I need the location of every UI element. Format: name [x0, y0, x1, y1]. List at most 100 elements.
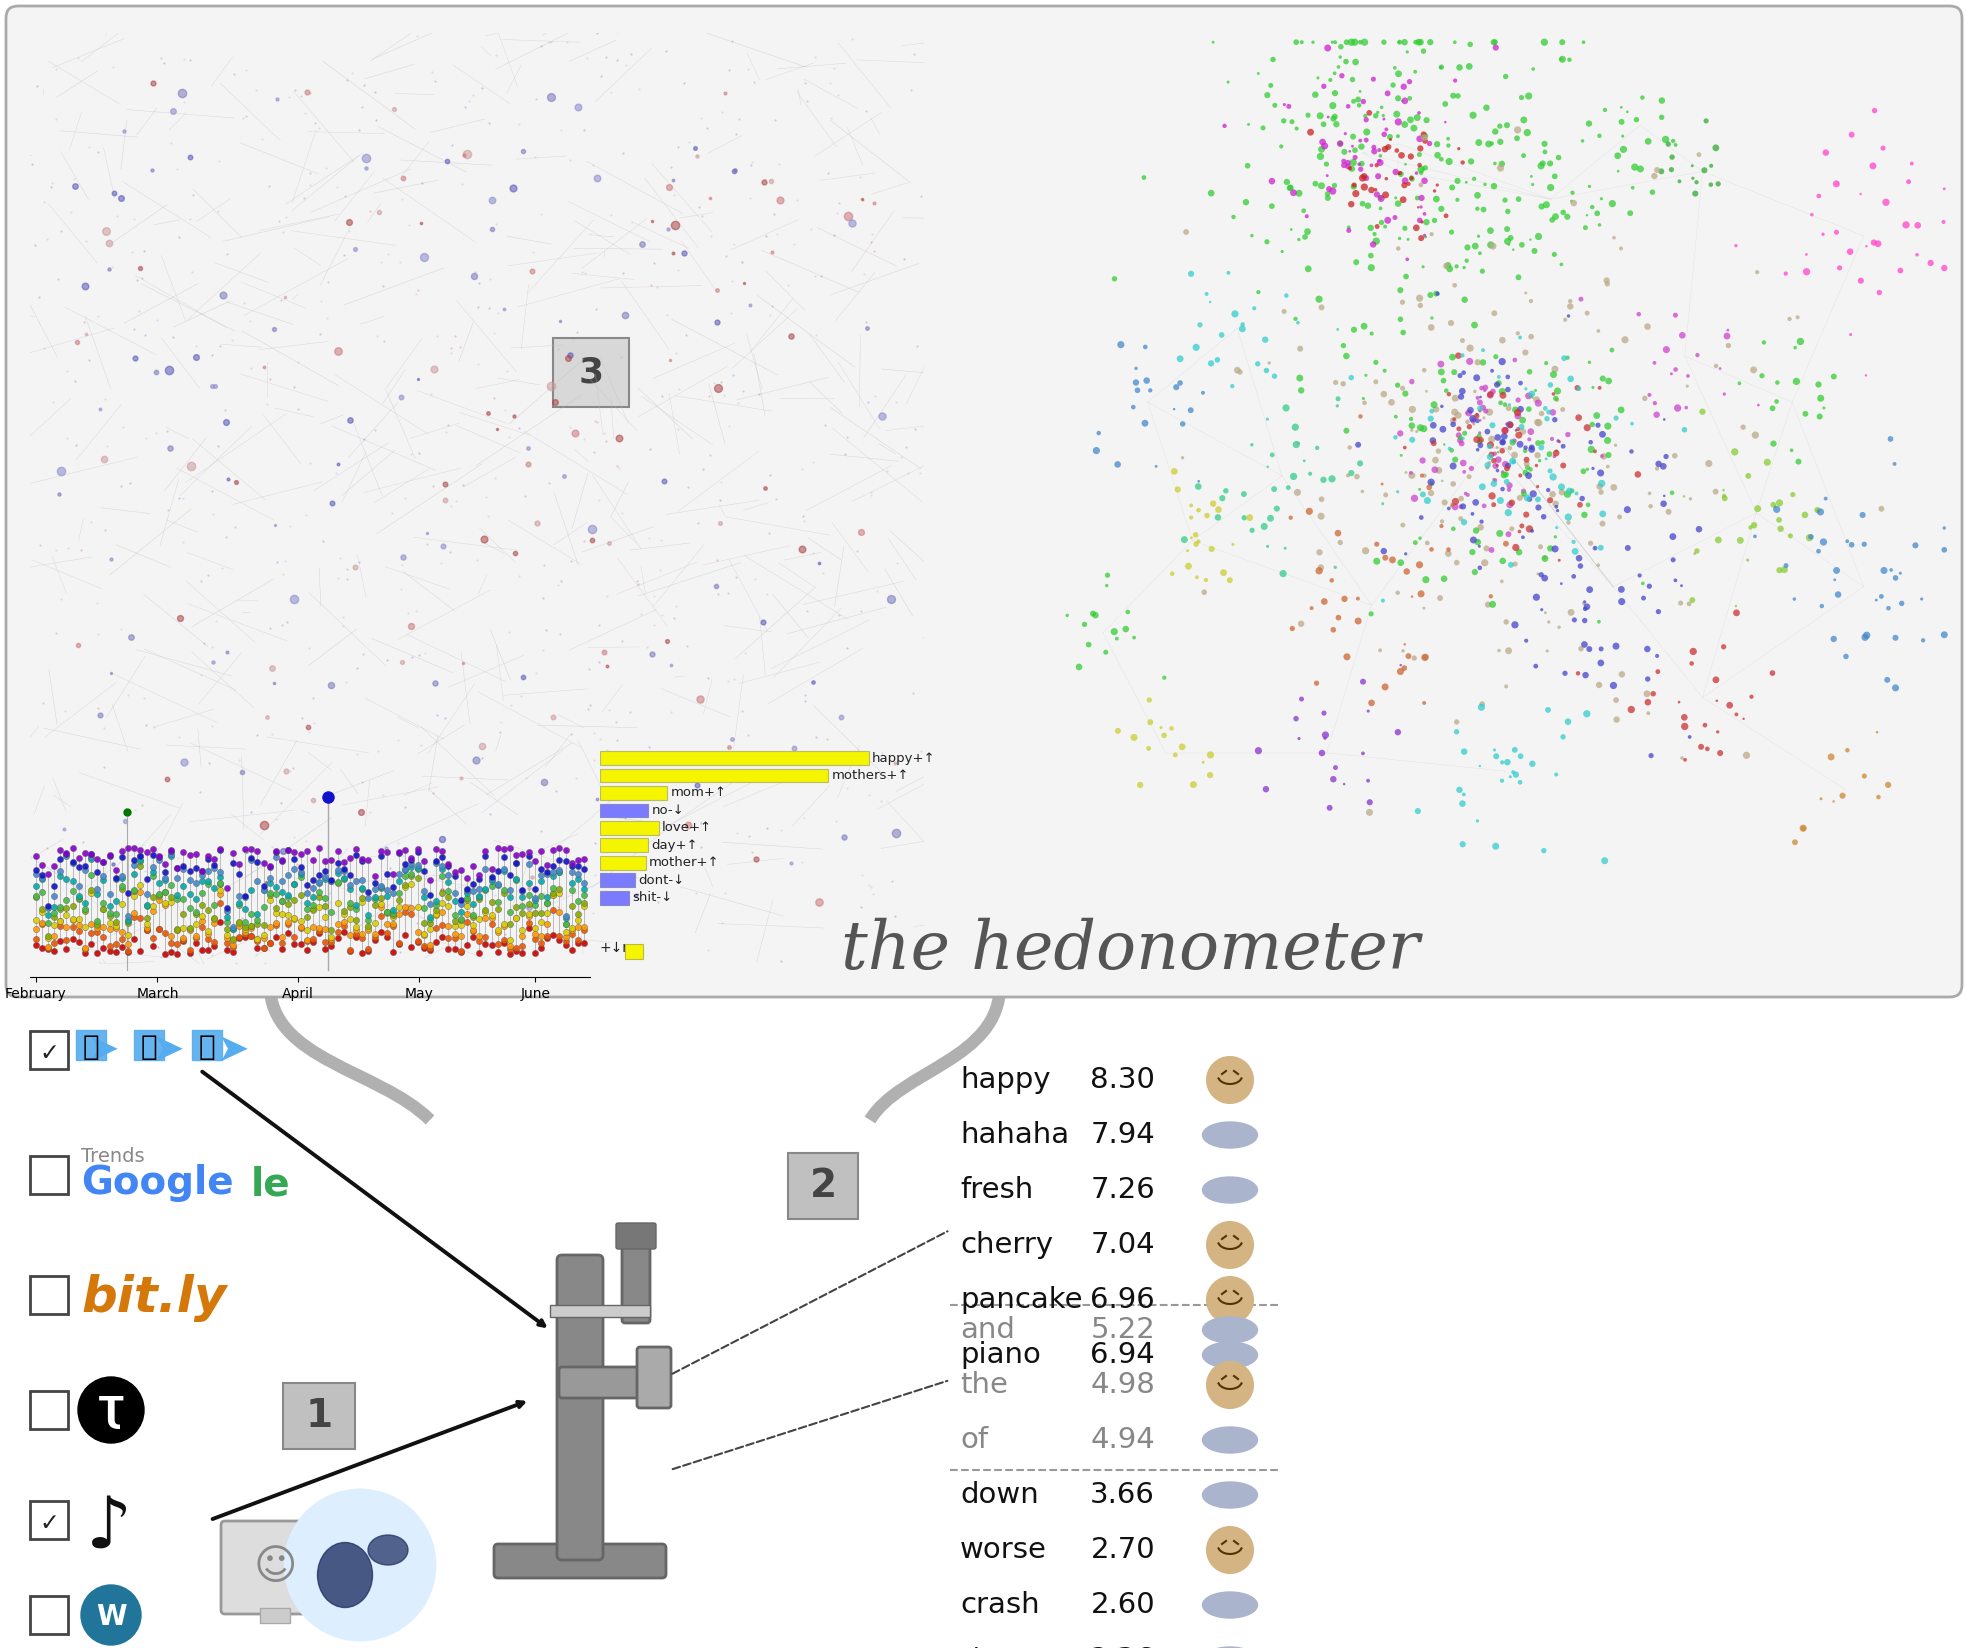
Point [1666, 572, 1698, 598]
Point [1452, 247, 1483, 274]
Point [1707, 633, 1739, 659]
Point [1536, 425, 1568, 452]
Point [1558, 564, 1589, 590]
Point [1306, 740, 1338, 766]
Point [1906, 585, 1937, 611]
Point [1355, 254, 1387, 280]
Point [1664, 168, 1696, 194]
Point [1493, 376, 1524, 402]
Point [1583, 318, 1615, 344]
Point [1349, 102, 1381, 129]
Point [1721, 600, 1753, 626]
Point [1859, 97, 1890, 124]
Point [1682, 170, 1713, 196]
Point [1271, 168, 1302, 194]
Point [1338, 124, 1369, 150]
Point [1326, 33, 1357, 59]
Point [1389, 168, 1420, 194]
Point [1491, 468, 1522, 494]
Point [1784, 328, 1816, 354]
Point [1404, 526, 1436, 552]
Point [1650, 127, 1682, 153]
Point [1149, 664, 1180, 691]
Point [1487, 547, 1519, 574]
Point [1336, 191, 1367, 218]
Point [1306, 137, 1338, 163]
Point [1135, 709, 1166, 735]
Point [1385, 307, 1416, 333]
Point [1387, 320, 1418, 346]
Point [1517, 163, 1548, 190]
Point [1365, 185, 1397, 211]
Point [1092, 572, 1123, 598]
Point [1495, 224, 1526, 250]
Point [1188, 578, 1220, 605]
Point [1790, 501, 1821, 527]
Point [1424, 585, 1456, 611]
Point [1662, 396, 1694, 422]
Point [1460, 232, 1491, 259]
Point [1369, 381, 1401, 407]
Point [1387, 376, 1418, 402]
Point [1509, 438, 1540, 465]
Point [1473, 450, 1505, 476]
Point [1284, 336, 1316, 363]
Text: 2.36: 2.36 [1090, 1646, 1155, 1648]
Point [1581, 199, 1613, 226]
Point [1330, 343, 1361, 369]
Text: down: down [960, 1482, 1039, 1510]
Point [1408, 124, 1440, 150]
Point [1387, 186, 1418, 213]
Point [1499, 448, 1530, 475]
Point [1202, 496, 1233, 522]
Point [1758, 491, 1790, 517]
Point [1652, 499, 1684, 526]
Point [1808, 529, 1839, 555]
Point [1461, 196, 1493, 222]
Circle shape [1208, 1056, 1253, 1103]
Point [1585, 443, 1617, 470]
Point [1381, 185, 1412, 211]
Bar [600, 821, 659, 836]
Point [1188, 750, 1220, 776]
Point [1336, 30, 1367, 56]
Point [1554, 46, 1585, 73]
Point [1796, 524, 1827, 550]
Point [1324, 529, 1355, 555]
Point [1332, 30, 1363, 56]
Point [1401, 214, 1432, 241]
Text: 2: 2 [810, 1167, 836, 1205]
Point [1365, 638, 1397, 664]
Point [1509, 480, 1540, 506]
Point [1393, 643, 1424, 669]
Point [1479, 453, 1511, 480]
Point [1672, 363, 1703, 389]
Point [1426, 508, 1458, 534]
Point [1302, 435, 1334, 461]
Point [1404, 171, 1436, 198]
Point [1324, 130, 1355, 157]
Point [1487, 150, 1519, 176]
Point [1461, 808, 1493, 834]
Point [1475, 425, 1507, 452]
Point [1406, 224, 1438, 250]
Point [1477, 379, 1509, 405]
Point [1587, 501, 1619, 527]
Point [1703, 356, 1735, 382]
Point [1432, 132, 1463, 158]
Point [1601, 633, 1633, 659]
FancyBboxPatch shape [6, 7, 1961, 997]
Point [1788, 816, 1819, 842]
Point [1688, 399, 1719, 425]
Point [1640, 402, 1672, 428]
Point [1332, 644, 1363, 671]
Point [1493, 231, 1524, 257]
Point [1235, 222, 1267, 249]
Point [1513, 382, 1544, 409]
Ellipse shape [1202, 1427, 1257, 1454]
Point [1133, 687, 1164, 714]
Point [1461, 407, 1493, 433]
Point [1605, 94, 1637, 120]
Point [1762, 506, 1794, 532]
Point [1548, 199, 1580, 226]
